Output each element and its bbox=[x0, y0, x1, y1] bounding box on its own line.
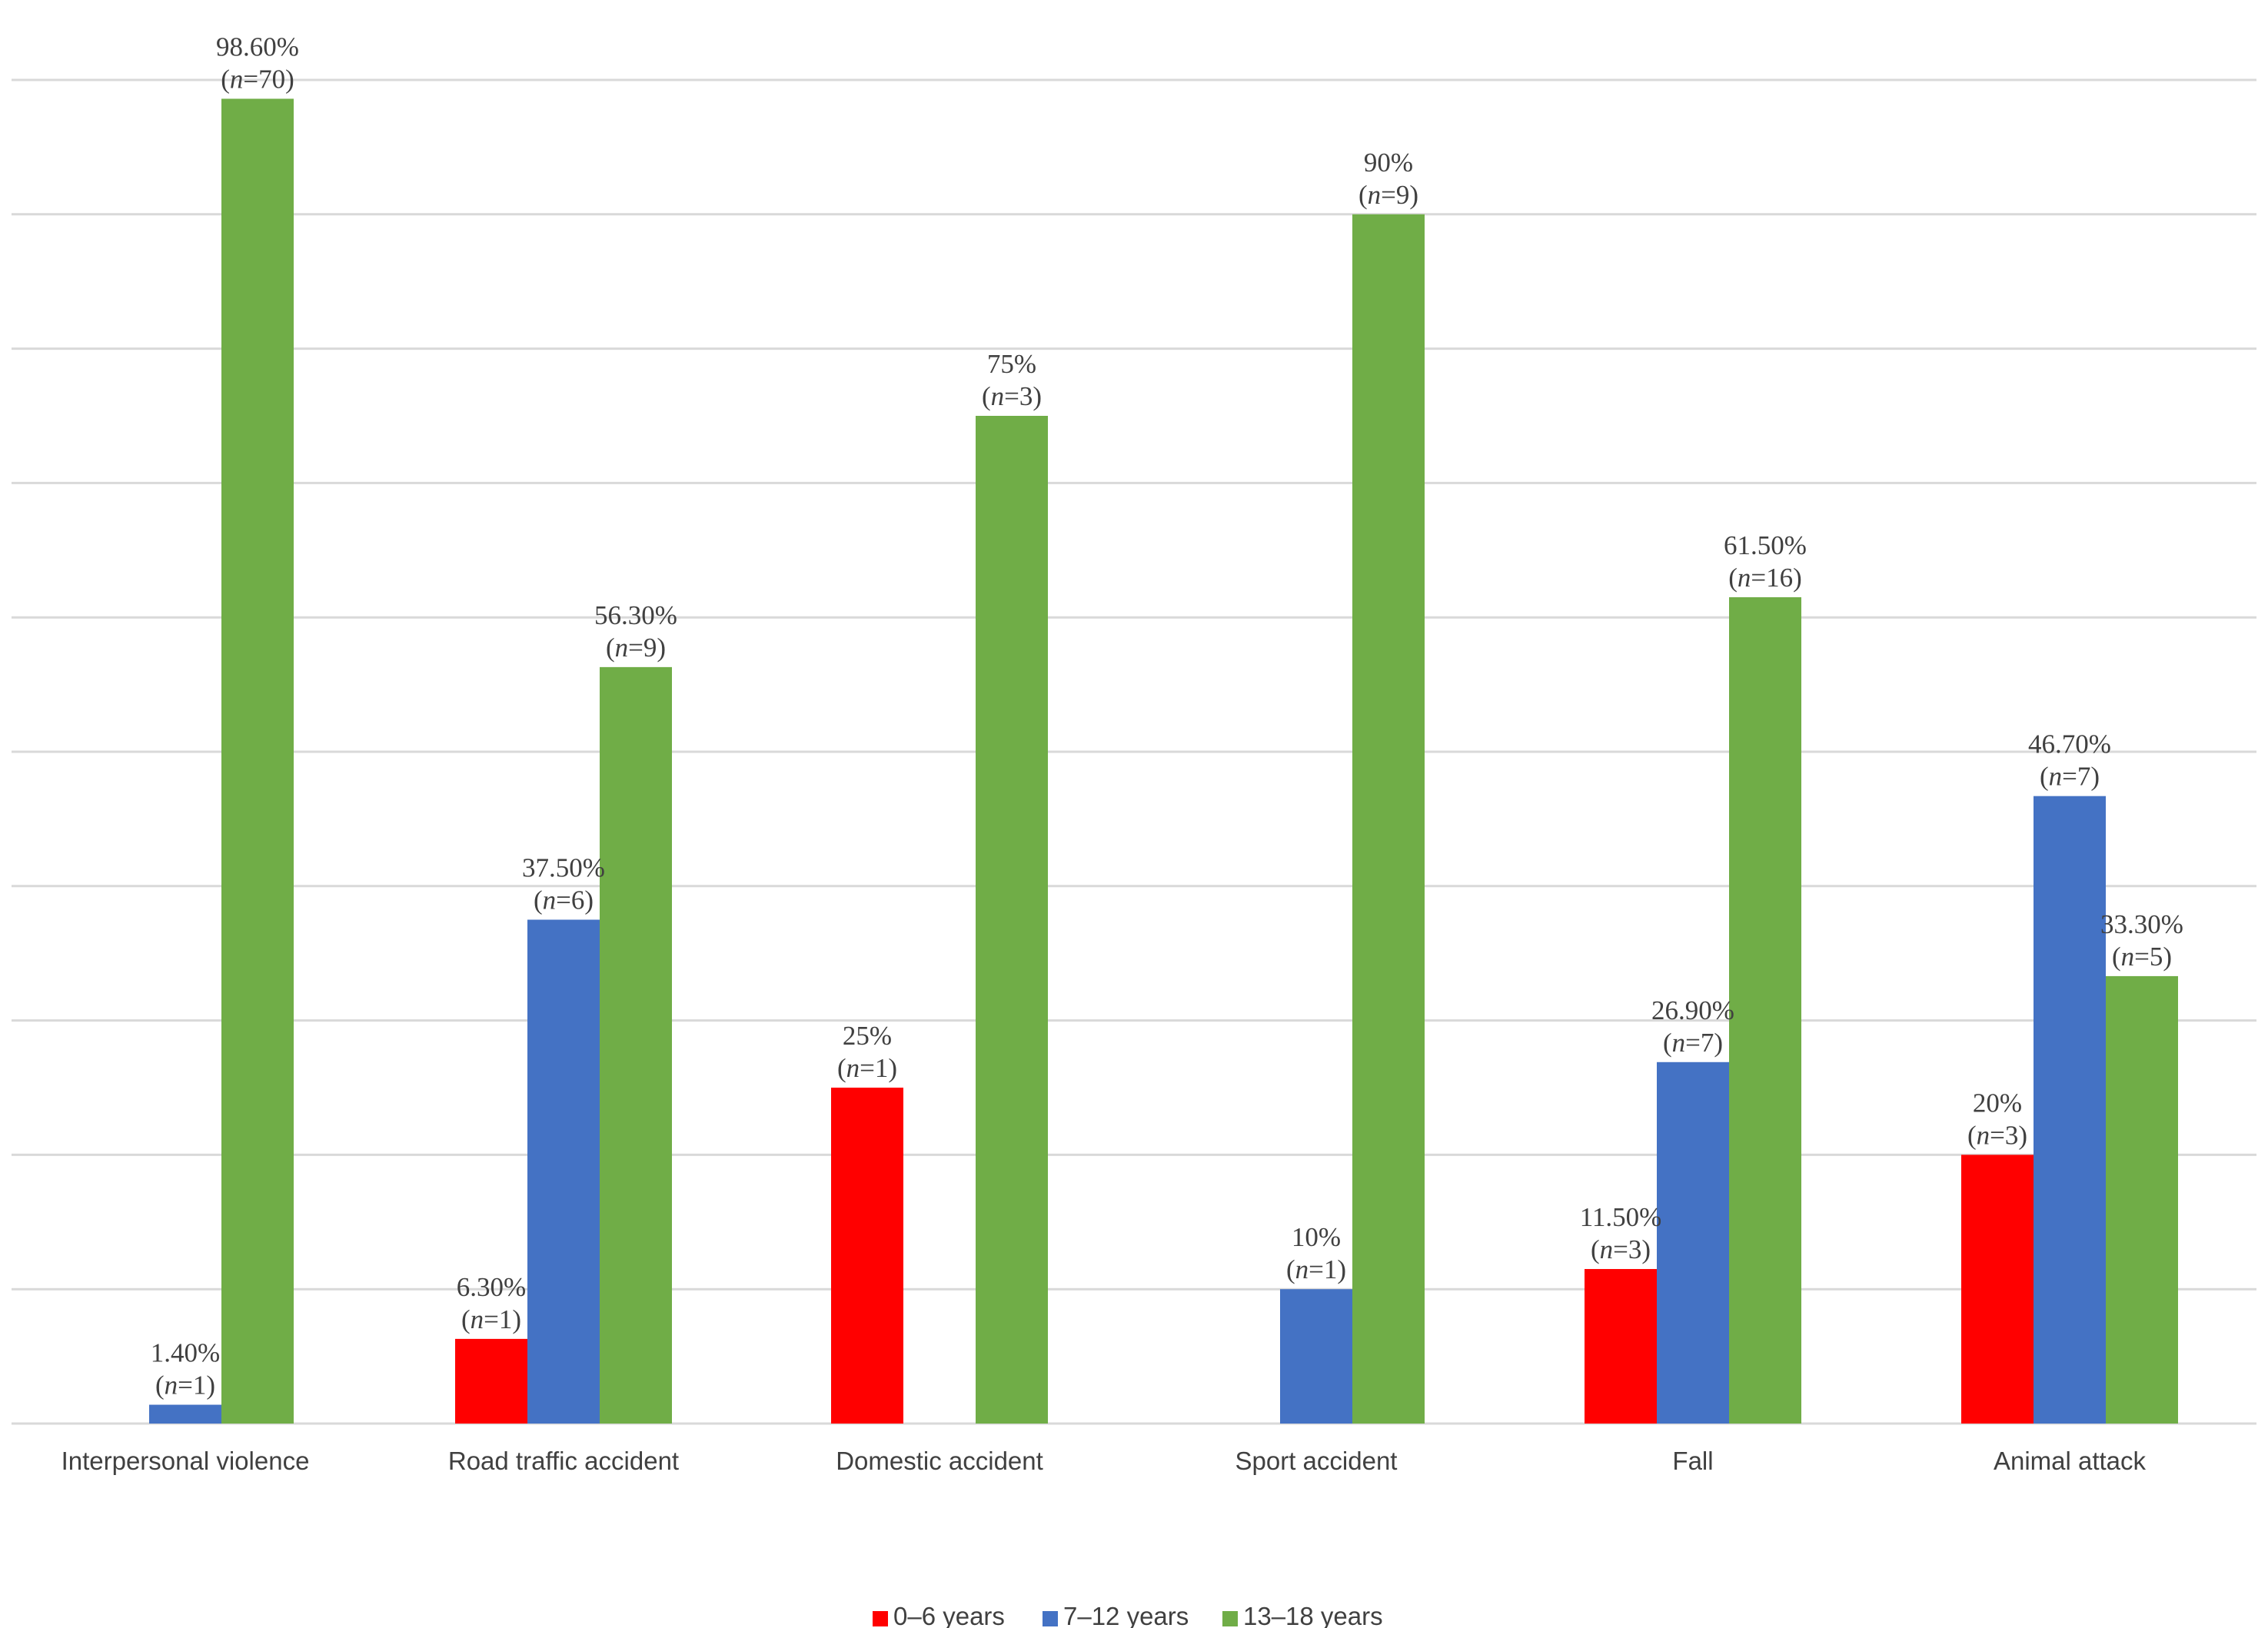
x-tick-label: Domestic accident bbox=[836, 1447, 1043, 1475]
data-label-percent: 26.90% bbox=[1651, 995, 1734, 1025]
bar-0-6-years-animal-attack bbox=[1961, 1155, 2034, 1424]
data-label-count: (n=9) bbox=[1358, 180, 1418, 210]
x-tick-label: Fall bbox=[1672, 1447, 1713, 1475]
data-label-percent: 11.50% bbox=[1580, 1202, 1662, 1232]
x-tick-label: Sport accident bbox=[1235, 1447, 1398, 1475]
x-tick-label: Road traffic accident bbox=[448, 1447, 679, 1475]
data-label-percent: 90% bbox=[1364, 148, 1413, 178]
legend-swatch bbox=[1222, 1611, 1238, 1626]
data-label-percent: 25% bbox=[843, 1021, 892, 1051]
data-label-percent: 98.60% bbox=[216, 32, 299, 61]
data-label-percent: 1.40% bbox=[151, 1338, 220, 1368]
data-label-count: (n=6) bbox=[534, 885, 594, 915]
bar-0-6-years-domestic-accident bbox=[831, 1088, 903, 1424]
data-labels: 6.30%(n=1)25%(n=1)11.50%(n=3)20%(n=3)1.4… bbox=[151, 32, 2183, 1400]
x-tick-label: Animal attack bbox=[1994, 1447, 2147, 1475]
legend: 0–6 years 7–12 years 13–18 years bbox=[873, 1602, 1383, 1628]
data-label-count: (n=1) bbox=[461, 1304, 521, 1334]
bars bbox=[149, 98, 2178, 1424]
data-label-count: (n=9) bbox=[606, 633, 666, 663]
bar-13-18-years-animal-attack bbox=[2106, 975, 2178, 1424]
x-tick-label: Interpersonal violence bbox=[62, 1447, 310, 1475]
data-label-count: (n=1) bbox=[155, 1371, 215, 1400]
data-label-count: (n=5) bbox=[2112, 942, 2172, 972]
bar-0-6-years-road-traffic-accident bbox=[455, 1338, 527, 1424]
data-label-percent: 37.50% bbox=[522, 853, 605, 883]
data-label-count: (n=7) bbox=[1663, 1028, 1723, 1058]
gridlines bbox=[12, 78, 2256, 1291]
data-label-count: (n=3) bbox=[982, 381, 1042, 411]
bar-13-18-years-sport-accident bbox=[1352, 214, 1425, 1424]
legend-swatch bbox=[873, 1611, 888, 1626]
data-label-count: (n=3) bbox=[1967, 1120, 2027, 1150]
x-axis-labels: Interpersonal violence Road traffic accid… bbox=[62, 1447, 2147, 1475]
data-label-percent: 56.30% bbox=[594, 600, 677, 630]
data-label-percent: 6.30% bbox=[457, 1272, 526, 1302]
bar-7-12-years-animal-attack bbox=[2034, 796, 2106, 1424]
data-label-count: (n=70) bbox=[221, 64, 294, 94]
data-label-percent: 20% bbox=[1973, 1088, 2022, 1118]
data-label-count: (n=16) bbox=[1728, 563, 1802, 593]
bar-13-18-years-interpersonal-violence bbox=[221, 98, 294, 1424]
bar-13-18-years-road-traffic-accident bbox=[600, 666, 672, 1424]
data-label-percent: 75% bbox=[987, 349, 1036, 379]
bar-13-18-years-domestic-accident bbox=[976, 416, 1048, 1424]
legend-label: 7–12 years bbox=[1063, 1602, 1189, 1628]
data-label-percent: 61.50% bbox=[1724, 530, 1807, 560]
legend-swatch bbox=[1043, 1611, 1058, 1626]
data-label-count: (n=1) bbox=[1286, 1254, 1346, 1284]
bar-7-12-years-fall bbox=[1657, 1062, 1729, 1424]
data-label-count: (n=1) bbox=[837, 1053, 897, 1083]
bar-7-12-years-sport-accident bbox=[1280, 1289, 1352, 1424]
data-label-percent: 10% bbox=[1292, 1222, 1341, 1252]
bar-13-18-years-fall bbox=[1729, 596, 1801, 1424]
data-label-percent: 33.30% bbox=[2100, 909, 2183, 939]
bar-0-6-years-fall bbox=[1585, 1268, 1657, 1424]
bar-7-12-years-interpersonal-violence bbox=[149, 1404, 221, 1424]
legend-label: 13–18 years bbox=[1243, 1602, 1383, 1628]
legend-label: 0–6 years bbox=[893, 1602, 1005, 1628]
bar-7-12-years-road-traffic-accident bbox=[527, 919, 600, 1424]
data-label-percent: 46.70% bbox=[2028, 729, 2111, 759]
data-label-count: (n=7) bbox=[2040, 762, 2100, 792]
data-label-count: (n=3) bbox=[1591, 1234, 1651, 1264]
